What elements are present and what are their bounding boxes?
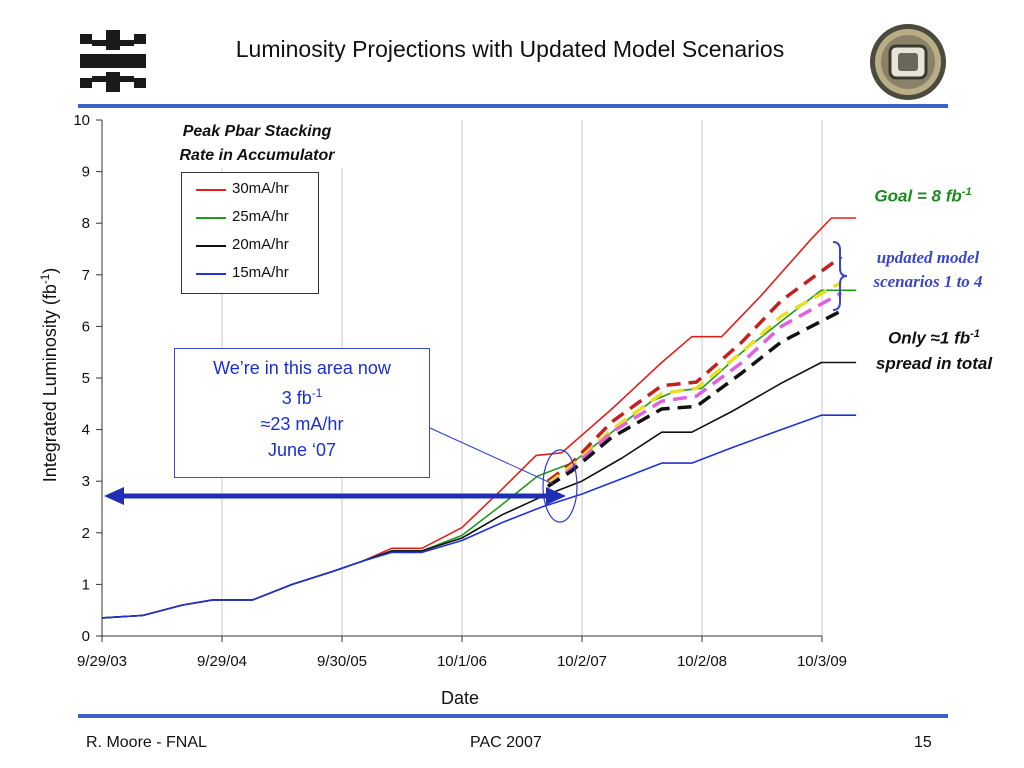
- y-tick-label: 1: [82, 576, 90, 593]
- x-tick-label: 10/3/09: [797, 653, 847, 670]
- scenario-line: [546, 309, 843, 488]
- x-tick-label: 10/2/07: [557, 653, 607, 670]
- chart-legend: 30mA/hr 25mA/hr 20mA/hr 15mA/hr: [181, 172, 319, 294]
- spread-annotation: Only ≈1 fb-1 spread in total: [875, 328, 993, 373]
- y-tick-label: 0: [82, 628, 90, 645]
- y-tick-label: 2: [82, 525, 90, 542]
- callout-pointer: [429, 427, 554, 485]
- tick-labels: 9/29/03 9/29/04 9/30/05 10/1/06 10/2/07 10/2/…: [73, 112, 847, 670]
- legend-item: 30mA/hr: [182, 176, 318, 204]
- y-tick-label: 4: [82, 422, 90, 439]
- scenario-line: [546, 255, 843, 483]
- x-tick-label: 10/1/06: [437, 653, 487, 670]
- arrow-head-left: [104, 487, 124, 505]
- page-number: 15: [914, 734, 932, 751]
- goal-annotation: Goal = 8 fb-1: [874, 186, 972, 206]
- legend-swatch: [196, 245, 226, 247]
- legend-title: Peak Pbar Stacking Rate in Accumulator: [148, 120, 366, 168]
- slide-title: Luminosity Projections with Updated Mode…: [235, 36, 785, 62]
- y-axis-label: Integrated Luminosity (fb-1): [39, 267, 60, 483]
- legend-item: 15mA/hr: [182, 260, 318, 288]
- y-tick-label: 3: [82, 473, 90, 490]
- footer-rule: [78, 714, 948, 718]
- legend-item: 20mA/hr: [182, 232, 318, 260]
- x-axis-label: Date: [440, 688, 480, 708]
- footer-event: PAC 2007: [470, 734, 542, 751]
- footer-author: R. Moore - FNAL: [86, 734, 207, 751]
- legend-item: 25mA/hr: [182, 204, 318, 232]
- current-status-callout: We’re in this area now 3 fb-1 ≈23 mA/hr …: [174, 348, 430, 478]
- highlight-ellipse: [542, 449, 578, 523]
- arrow-head-right: [546, 487, 566, 505]
- y-tick-label: 8: [82, 215, 90, 232]
- y-tick-label: 5: [82, 370, 90, 387]
- y-tick-label: 9: [82, 164, 90, 181]
- header-rule: [78, 104, 948, 108]
- y-tick-label: 6: [82, 318, 90, 335]
- chart-overlay: [104, 427, 578, 523]
- legend-swatch: [196, 273, 226, 275]
- chart-axes: [96, 119, 823, 642]
- x-tick-label: 9/29/04: [197, 653, 247, 670]
- brace-icon: [832, 241, 848, 311]
- legend-swatch: [196, 189, 226, 191]
- series-layer: [101, 217, 857, 619]
- legend-swatch: [196, 217, 226, 219]
- y-tick-label: 10: [73, 112, 90, 129]
- magnet-photo-icon: [870, 24, 946, 100]
- y-tick-label: 7: [82, 267, 90, 284]
- updated-scenarios-annotation: updated model scenarios 1 to 4: [873, 248, 983, 291]
- x-tick-label: 9/29/03: [77, 653, 127, 670]
- series-line: [101, 414, 857, 619]
- scenario-line: [546, 291, 843, 488]
- x-tick-label: 10/2/08: [677, 653, 727, 670]
- scenario-line: [546, 280, 843, 486]
- x-tick-label: 9/30/05: [317, 653, 367, 670]
- fermilab-logo: [80, 30, 146, 92]
